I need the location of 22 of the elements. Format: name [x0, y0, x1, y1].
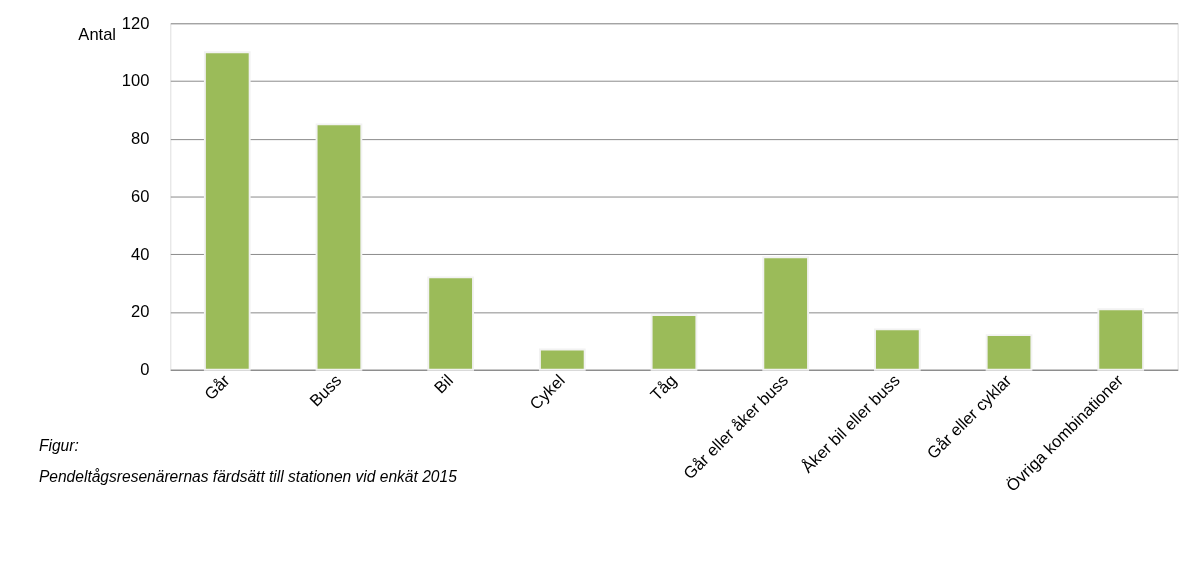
text: Figur: — [38, 436, 79, 454]
bar — [315, 123, 363, 371]
y-tick-label: 120 — [121, 13, 150, 33]
x-tick-label: Går — [200, 370, 234, 404]
bar — [203, 51, 251, 371]
y-tick-label: 0 — [140, 360, 150, 380]
y-tick-label: 100 — [121, 71, 150, 91]
y-tick-label: 60 — [131, 186, 150, 206]
bar — [762, 256, 810, 371]
bar — [538, 348, 586, 371]
bar — [427, 276, 474, 371]
bar — [650, 313, 698, 371]
y-tick-label: 20 — [131, 302, 150, 322]
bar — [873, 328, 921, 371]
y-axis-title: Antal — [78, 25, 117, 45]
bar — [1097, 308, 1145, 371]
y-tick-label: 80 — [131, 129, 150, 149]
bar — [985, 334, 1033, 371]
y-tick-label: 40 — [131, 244, 150, 264]
x-tick-label: Tåg — [646, 370, 681, 405]
x-tick-label: Bil — [430, 370, 457, 398]
text: Pendeltågsresenärernas färdsätt till stationen vid enkät 2015 — [38, 467, 458, 485]
